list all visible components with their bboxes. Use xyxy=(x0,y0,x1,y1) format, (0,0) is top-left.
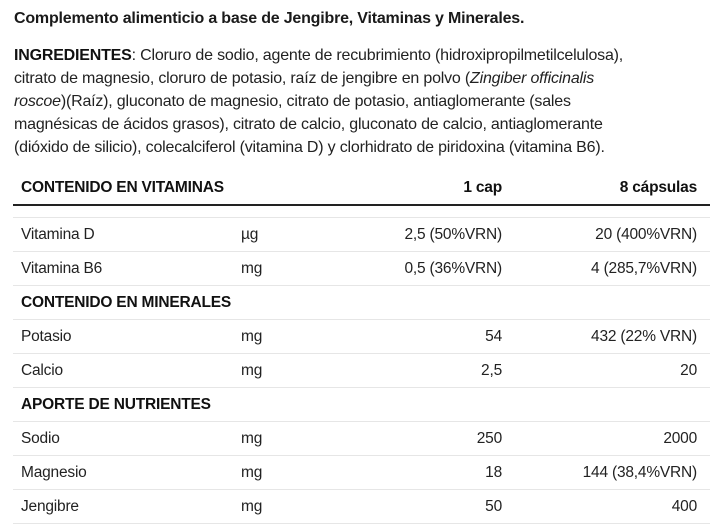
ingredients-text: )(Raíz), gluconato de magnesio, citrato … xyxy=(60,93,571,110)
ingredients-line: citrato de magnesio, cloruro de potasio,… xyxy=(14,67,623,90)
value-1-cap: 2,5 xyxy=(349,353,510,388)
table-row: Vitamina B6 mg 0,5 (36%VRN) 4 (285,7%VRN) xyxy=(13,251,710,286)
ingredients-text: (dióxido de silicio), colecalciferol (vi… xyxy=(14,139,605,156)
value-1-cap: 2,5 (50%VRN) xyxy=(349,217,510,252)
unit: mg xyxy=(233,455,349,490)
table-row: Potasio mg 54 432 (22% VRN) xyxy=(13,319,710,354)
table-row: Sodio mg 250 2000 xyxy=(13,421,710,456)
ingredients-label: INGREDIENTES xyxy=(14,47,132,64)
value-1-cap: 18 xyxy=(349,455,510,490)
header-8-capsulas: 8 cápsulas xyxy=(510,172,710,206)
unit: mg xyxy=(233,319,349,354)
ingredients-line: INGREDIENTES: Cloruro de sodio, agente d… xyxy=(14,44,623,67)
nutrient-name: Magnesio xyxy=(13,455,233,490)
value-8-capsulas: 4 (285,7%VRN) xyxy=(510,251,710,286)
value-8-capsulas: 144 (38,4%VRN) xyxy=(510,455,710,490)
ingredients-line: magnésicas de ácidos grasos), citrato de… xyxy=(14,113,623,136)
value-8-capsulas: 400 xyxy=(510,489,710,524)
nutrient-name: Potasio xyxy=(13,319,233,354)
unit: µg xyxy=(233,217,349,252)
unit: mg xyxy=(233,251,349,286)
nutrient-name: Vitamina B6 xyxy=(13,251,233,286)
section-title: CONTENIDO EN MINERALES xyxy=(13,285,710,320)
scientific-name: Zingiber officinalis xyxy=(470,70,595,87)
nutrient-name: Calcio xyxy=(13,353,233,388)
header-1-cap: 1 cap xyxy=(349,172,510,206)
unit: mg xyxy=(233,353,349,388)
table-row: Jengibre mg 50 400 xyxy=(13,489,710,524)
value-8-capsulas: 20 xyxy=(510,353,710,388)
value-1-cap: 0,5 (36%VRN) xyxy=(349,251,510,286)
table-row: Magnesio mg 18 144 (38,4%VRN) xyxy=(13,455,710,490)
nutrition-table: CONTENIDO EN VITAMINAS 1 cap 8 cápsulas … xyxy=(13,172,710,524)
ingredients-text: citrato de magnesio, cloruro de potasio,… xyxy=(14,70,471,87)
ingredients-paragraph: INGREDIENTES: Cloruro de sodio, agente d… xyxy=(14,44,623,159)
nutrient-name: Vitamina D xyxy=(13,217,233,252)
section-header-row: APORTE DE NUTRIENTES xyxy=(13,387,710,422)
spacer-row xyxy=(13,205,710,218)
ingredients-text: : Cloruro de sodio, agente de recubrimie… xyxy=(131,47,624,64)
value-1-cap: 54 xyxy=(349,319,510,354)
scientific-name: roscoe xyxy=(14,93,61,110)
ingredients-line: roscoe)(Raíz), gluconato de magnesio, ci… xyxy=(14,90,623,113)
value-8-capsulas: 20 (400%VRN) xyxy=(510,217,710,252)
value-1-cap: 250 xyxy=(349,421,510,456)
header-vitamins: CONTENIDO EN VITAMINAS xyxy=(13,172,349,206)
section-title: APORTE DE NUTRIENTES xyxy=(13,387,710,422)
ingredients-line: (dióxido de silicio), colecalciferol (vi… xyxy=(14,136,623,159)
nutrient-name: Sodio xyxy=(13,421,233,456)
table-row: Calcio mg 2,5 20 xyxy=(13,353,710,388)
value-8-capsulas: 432 (22% VRN) xyxy=(510,319,710,354)
unit: mg xyxy=(233,489,349,524)
value-8-capsulas: 2000 xyxy=(510,421,710,456)
table-header-row: CONTENIDO EN VITAMINAS 1 cap 8 cápsulas xyxy=(13,172,710,206)
ingredients-text: magnésicas de ácidos grasos), citrato de… xyxy=(14,116,603,133)
nutrient-name: Jengibre xyxy=(13,489,233,524)
product-title: Complemento alimenticio a base de Jengib… xyxy=(14,10,525,27)
section-header-row: CONTENIDO EN MINERALES xyxy=(13,285,710,320)
unit: mg xyxy=(233,421,349,456)
value-1-cap: 50 xyxy=(349,489,510,524)
